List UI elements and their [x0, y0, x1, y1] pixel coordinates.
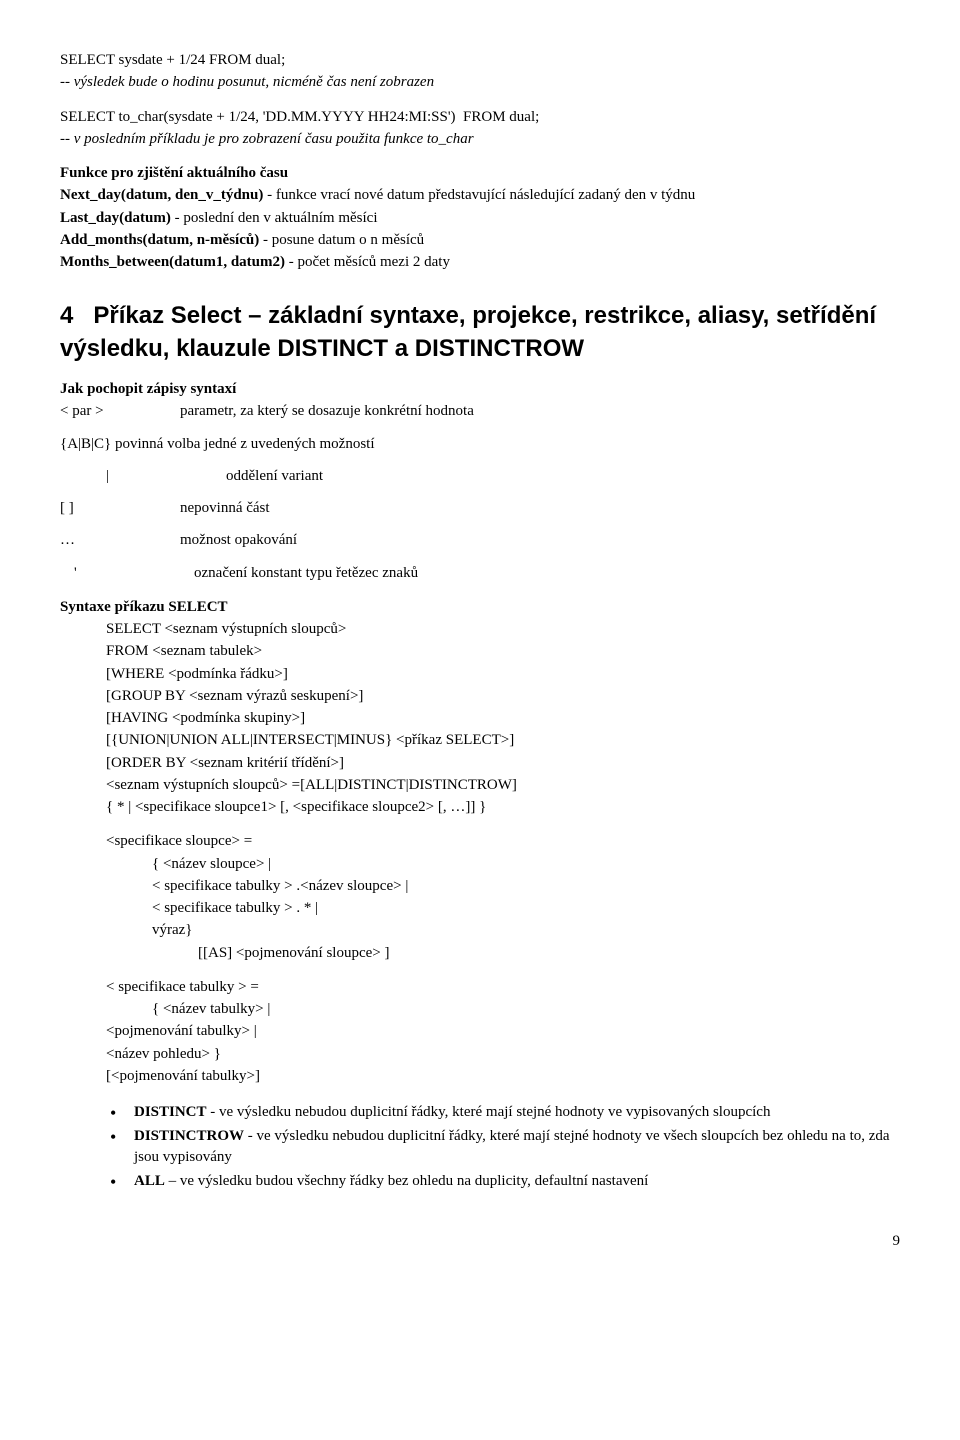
spec-line: { <název sloupce> |: [152, 854, 900, 874]
spec-line: { <název tabulky> |: [152, 999, 900, 1019]
code-comment: -- výsledek bude o hodinu posunut, nicmé…: [60, 72, 900, 92]
spec-line: [<pojmenování tabulky>]: [106, 1066, 900, 1086]
syntax-line: [HAVING <podmínka skupiny>]: [106, 708, 900, 728]
select-syntax-block: Syntaxe příkazu SELECT SELECT <seznam vý…: [60, 597, 900, 1086]
spec-head: <specifikace sloupce> =: [106, 831, 900, 851]
spec-line: < specifikace tabulky > . * |: [152, 898, 900, 918]
spec-line: [[AS] <pojmenování sloupce> ]: [198, 943, 900, 963]
function-block: Funkce pro zjištění aktuálního času Next…: [60, 163, 900, 272]
section-heading: 4 Příkaz Select – základní syntaxe, proj…: [60, 300, 900, 365]
spec-head: < specifikace tabulky > =: [106, 977, 900, 997]
syntax-line: [WHERE <podmínka řádku>]: [106, 664, 900, 684]
syntax-row: < par > parametr, za který se dosazuje k…: [60, 401, 900, 421]
spec-tabulky: < specifikace tabulky > = { <název tabul…: [106, 977, 900, 1086]
code-comment: -- v posledním příkladu je pro zobrazení…: [60, 129, 900, 149]
spec-line: < specifikace tabulky > .<název sloupce>…: [152, 876, 900, 896]
code-line: SELECT sysdate + 1/24 FROM dual;: [60, 50, 900, 70]
function-line: Months_between(datum1, datum2) - počet m…: [60, 252, 900, 272]
syntax-help-block: Jak pochopit zápisy syntaxí < par > para…: [60, 379, 900, 583]
syntax-line: <seznam výstupních sloupců> =[ALL|DISTIN…: [106, 775, 900, 795]
syntax-row: … možnost opakování: [60, 530, 900, 550]
function-line: Last_day(datum) - poslední den v aktuáln…: [60, 208, 900, 228]
spec-line: <název pohledu> }: [106, 1044, 900, 1064]
select-syntax-title: Syntaxe příkazu SELECT: [60, 597, 900, 617]
syntax-line: [{UNION|UNION ALL|INTERSECT|MINUS} <přík…: [106, 730, 900, 750]
syntax-line: [GROUP BY <seznam výrazů seskupení>]: [106, 686, 900, 706]
syntax-help-title: Jak pochopit zápisy syntaxí: [60, 379, 900, 399]
list-item: DISTINCT - ve výsledku nebudou duplicitn…: [106, 1102, 900, 1122]
spec-sloupce: <specifikace sloupce> = { <název sloupce…: [106, 831, 900, 963]
function-block-title: Funkce pro zjištění aktuálního času: [60, 163, 900, 183]
syntax-row: [ ] nepovinná část: [60, 498, 900, 518]
bullet-list: DISTINCT - ve výsledku nebudou duplicitn…: [106, 1102, 900, 1191]
page-number: 9: [60, 1231, 900, 1251]
list-item: DISTINCTROW - ve výsledku nebudou duplic…: [106, 1126, 900, 1167]
function-line: Next_day(datum, den_v_týdnu) - funkce vr…: [60, 185, 900, 205]
list-item: ALL – ve výsledku budou všechny řádky be…: [106, 1171, 900, 1191]
syntax-row: ' označení konstant typu řetězec znaků: [60, 563, 900, 583]
syntax-line: { * | <specifikace sloupce1> [, <specifi…: [106, 797, 900, 817]
intro-code-block: SELECT sysdate + 1/24 FROM dual; -- výsl…: [60, 50, 900, 149]
syntax-line: [ORDER BY <seznam kritérií třídění>]: [106, 753, 900, 773]
spec-line: výraz}: [152, 920, 900, 940]
spec-line: <pojmenování tabulky> |: [106, 1021, 900, 1041]
code-line: SELECT to_char(sysdate + 1/24, 'DD.MM.YY…: [60, 107, 900, 127]
function-line: Add_months(datum, n-měsíců) - posune dat…: [60, 230, 900, 250]
syntax-row: | oddělení variant: [60, 466, 900, 486]
select-syntax-body: SELECT <seznam výstupních sloupců> FROM …: [106, 619, 900, 817]
syntax-abc: {A|B|C} povinná volba jedné z uvedených …: [60, 434, 900, 454]
syntax-line: FROM <seznam tabulek>: [106, 641, 900, 661]
syntax-line: SELECT <seznam výstupních sloupců>: [106, 619, 900, 639]
